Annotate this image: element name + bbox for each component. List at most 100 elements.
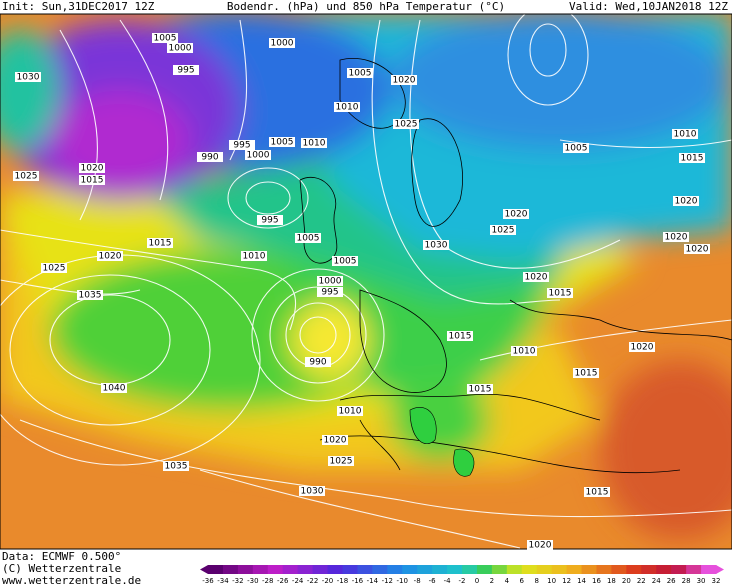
isobar-label: 1015 [549,289,572,299]
colorbar-tick-label: 12 [562,577,571,585]
colorbar-tick-label: -36 [202,577,214,585]
isobar-label: 1020 [505,210,528,220]
colorbar-swatch [462,565,478,574]
colorbar-tick-label: -34 [217,577,229,585]
colorbar-tick-label: -30 [247,577,258,585]
colorbar-swatch [312,565,329,574]
init-label: Init: Sun,31DEC2017 12Z [2,0,155,13]
isobar-label-box [305,357,331,367]
isobar-label: 1010 [336,103,359,113]
colorbar-swatch [551,565,568,574]
isobar-label-box [672,129,698,139]
isobar-label: 1020 [529,541,552,551]
isobar-label: 1020 [393,76,416,86]
isobar-label: 1020 [99,252,122,262]
isobar-label-box [391,75,417,85]
colorbar-tick-label: 2 [490,577,494,585]
colorbar-swatch [417,565,433,574]
isobar-label-box [684,244,710,254]
colorbar-tick-label: -8 [414,577,421,585]
isobar-label-box [547,288,573,298]
colorbar-tick-label: 30 [697,577,706,585]
isobar-label: 1005 [271,138,294,148]
colorbar-swatch [671,565,687,574]
colorbar-tick-label: -2 [459,577,466,585]
isobar-label-box [269,38,295,48]
colorbar-swatch [536,565,553,574]
isobar-label: 990 [201,153,218,163]
isobar-label-box [245,150,271,160]
isobar-label-box [163,461,189,471]
isobar-label-box [629,342,655,352]
colorbar-tick-label: -16 [352,577,364,585]
colorbar-tick-label: -32 [232,577,243,585]
isobar-label-box [269,137,295,147]
colorbar-swatch [447,565,463,574]
isobar-label-box [447,331,473,341]
isobar-label-box [332,256,358,266]
colorbar-swatch [342,565,358,574]
isobar-label-box [584,487,610,497]
colorbar-swatch [491,565,508,574]
isobar-label-box [299,486,325,496]
isobar-label: 1000 [271,39,294,49]
isobar-label-box [503,209,529,219]
isobar-label: 1015 [575,369,598,379]
isobar-label-box [347,68,373,78]
colorbar-swatch [656,565,672,574]
isobar-label-box [573,368,599,378]
isobar-label-box [13,171,39,181]
isobar-label: 1015 [81,176,104,186]
colorbar-swatch [297,565,314,574]
isobar-label: 1025 [395,120,418,130]
isobar-label: 1000 [319,277,342,287]
isobar-label: 1020 [675,197,698,207]
isobar-label: 990 [309,358,326,368]
isobar-label-box [322,435,348,445]
colorbar-arrow-high [716,565,724,574]
colorbar-tick-label: 26 [667,577,676,585]
isobar-label: 995 [233,141,250,151]
colorbar-swatch [267,565,284,574]
colorbar-swatch [222,565,239,574]
colorbar-tick-label: 20 [622,577,631,585]
colorbar-swatch [626,565,642,574]
isobar-label: 1020 [686,245,709,255]
isobar-label: 995 [177,66,194,76]
colorbar-swatch [596,565,612,574]
isobar-label: 1005 [349,69,372,79]
isobar-label: 995 [321,288,338,298]
website: www.wetterzentrale.de [2,574,141,587]
isobar-label: 1005 [565,144,588,154]
isobar-label: 1025 [330,457,353,467]
isobar-label-box [334,102,360,112]
colorbar-swatch [641,565,657,574]
isobar-label: 1015 [586,488,609,498]
isobar-label: 1010 [513,347,536,357]
colorbar-tick-label: -24 [292,577,304,585]
colorbar-tick-label: 22 [637,577,646,585]
colorbar-swatch [521,565,538,574]
isobar-label: 1015 [469,385,492,395]
isobar-label-box [423,240,449,250]
colorbar-swatch [402,565,418,574]
colorbar-tick-label: -18 [337,577,348,585]
colorbar-tick-label: -20 [322,577,333,585]
isobar-label-box [317,287,343,297]
colorbar-tick-label: -14 [367,577,379,585]
colorbar-tick-label: 0 [475,577,479,585]
isobar-label-box [295,233,321,243]
colorbar-tick-label: -6 [429,577,437,585]
colorbar-tick-label: -28 [262,577,273,585]
isobar-label: 1005 [334,257,357,267]
isobar-label-box [173,65,199,75]
isobar-label: 1010 [243,252,266,262]
isobar-label: 1000 [247,151,270,161]
isobar-label-box [337,406,363,416]
isobar-label-box [467,384,493,394]
colorbar-arrow-low [200,565,208,574]
map-title: Bodendr. (hPa) und 850 hPa Temperatur (°… [227,0,505,13]
colorbar-swatch [611,565,627,574]
colorbar-tick-label: 16 [592,577,601,585]
